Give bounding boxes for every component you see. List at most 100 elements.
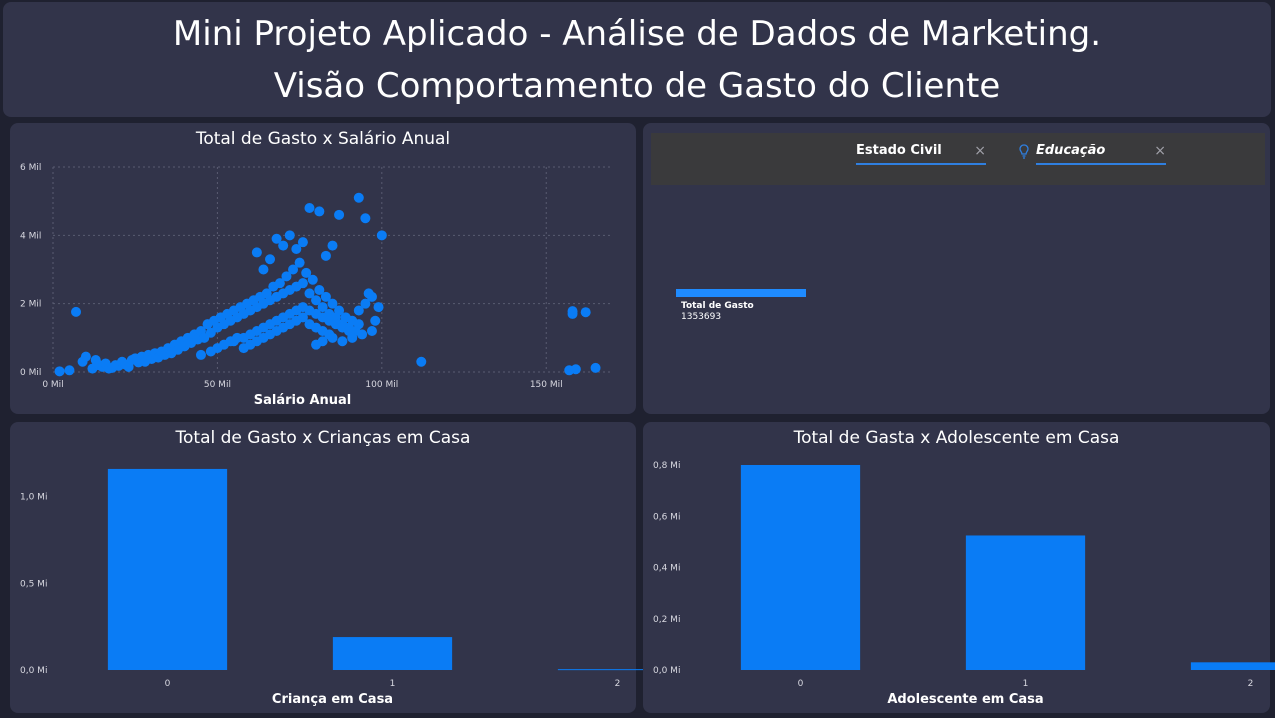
scatter-point [291,244,302,254]
educacao-label: Educação [1036,143,1106,158]
y-tick-label: 0,6 Mi [653,512,680,522]
scatter-point [347,332,358,343]
scatter-point [301,267,312,278]
scatter-point [370,315,381,326]
children-bar-chart[interactable]: 0,0 Mi 0,5 Mi 1,0 Mi 0 1 2 Criança em Casa [10,422,678,713]
scatter-point [366,326,377,336]
scatter-panel[interactable]: Total de Gasto x Salário Anual 0 Mil 2 Mi… [10,123,636,414]
scatter-point [320,291,331,302]
y-tick-label: 2 Mil [20,300,41,310]
scatter-point [278,240,289,251]
scatter-point [373,302,384,313]
report-header: Mini Projeto Aplicado - Análise de Dados… [3,2,1271,117]
scatter-point [307,274,318,285]
x-tick-label: 0 Mil [42,380,63,390]
y-tick-label: 0,4 Mi [653,564,680,574]
scatter-point [288,264,299,275]
scatter-point [334,305,345,316]
scatter-point [317,302,328,313]
scatter-point [284,230,295,241]
scatter-point [64,365,75,376]
children-panel[interactable]: Total de Gasto x Crianças em Casa 0,0 Mi… [10,422,678,713]
scatter-point [357,329,368,340]
y-tick-label: 0,5 Mi [20,579,47,589]
scatter-point [71,306,82,317]
lightbulb-icon [1019,144,1029,159]
y-tick-label: 4 Mil [20,231,41,241]
scatter-point [366,291,377,302]
y-tick-label: 0 Mil [20,368,41,378]
scatter-point [195,349,206,360]
estado-civil-label: Estado Civil [856,143,942,158]
scatter-point [570,364,581,375]
estado-civil-slicer[interactable]: Estado Civil × [856,143,986,165]
scatter-point [304,288,315,299]
scatter-point [327,240,338,251]
y-tick-label: 6 Mil [20,163,41,173]
y-tick-label: 0,0 Mi [20,666,47,676]
scatter-point [251,247,262,258]
scatter-point [416,356,427,367]
x-axis-title: Adolescente em Casa [887,692,1043,707]
educacao-clear-icon[interactable]: × [1154,143,1166,159]
x-tick-label: 2 [1248,679,1254,689]
report-subtitle: Visão Comportamento de Gasto do Cliente [273,66,1001,106]
teens-panel[interactable]: Total de Gasta x Adolescente em Casa 0,0… [643,422,1275,713]
scatter-point [327,298,338,309]
scatter-point [304,203,315,213]
x-tick-label: 100 Mil [365,380,398,390]
y-tick-label: 1,0 Mi [20,493,47,503]
bar [965,535,1086,670]
y-tick-label: 0,0 Mi [653,666,680,676]
scatter-point [314,285,325,295]
x-tick-label: 2 [615,679,621,689]
scatter-chart[interactable]: 0 Mil 2 Mil 4 Mil 6 Mil 0 Mil 50 Mil 100 Mil 15… [10,123,636,414]
x-tick-label: 1 [1023,679,1029,689]
scatter-point [353,192,364,203]
bar [107,468,228,670]
kpi-value: 1353693 [681,312,722,322]
filter-panel: Estado Civil × Educação × Total de Gasto… [643,123,1270,414]
y-tick-label: 0,2 Mi [653,615,680,625]
teens-bar-chart[interactable]: 0,0 Mi 0,2 Mi 0,4 Mi 0,6 Mi 0,8 Mi 0 1 2 Adolesc… [643,422,1275,713]
scatter-point [294,257,305,268]
bar [1190,662,1275,670]
scatter-point [271,233,282,244]
scatter-point [314,206,325,217]
x-tick-label: 1 [390,679,396,689]
bar [332,637,453,670]
scatter-point [327,332,338,343]
bar [740,465,861,670]
kpi-bar [676,289,806,297]
scatter-point [334,209,345,220]
scatter-point [360,213,371,224]
x-tick-label: 150 Mil [530,380,563,390]
scatter-point [320,250,331,261]
scatter-title: Total de Gasto x Salário Anual [195,129,451,149]
scatter-point [274,278,285,289]
scatter-point [567,306,578,317]
scatter-point [54,366,65,377]
scatter-point [80,351,91,362]
x-tick-label: 50 Mil [204,380,231,390]
scatter-point [232,332,243,343]
estado-civil-clear-icon[interactable]: × [974,143,986,159]
scatter-point [353,305,364,316]
scatter-point [281,271,292,282]
x-axis-title: Criança em Casa [272,692,393,707]
scatter-point [265,254,276,265]
scatter-point [337,336,348,347]
educacao-slicer[interactable]: Educação × [1036,143,1166,165]
bar [557,669,678,671]
kpi-label: Total de Gasto [681,301,754,311]
scatter-point [353,319,364,330]
filter-bar: Estado Civil × Educação × [651,133,1265,185]
teens-title: Total de Gasta x Adolescente em Casa [793,428,1120,448]
scatter-point [590,362,601,373]
scatter-point [360,298,371,309]
scatter-point [297,278,308,289]
x-tick-label: 0 [165,679,171,689]
y-tick-label: 0,8 Mi [653,461,680,471]
scatter-point [317,336,328,347]
scatter-point [297,312,308,323]
